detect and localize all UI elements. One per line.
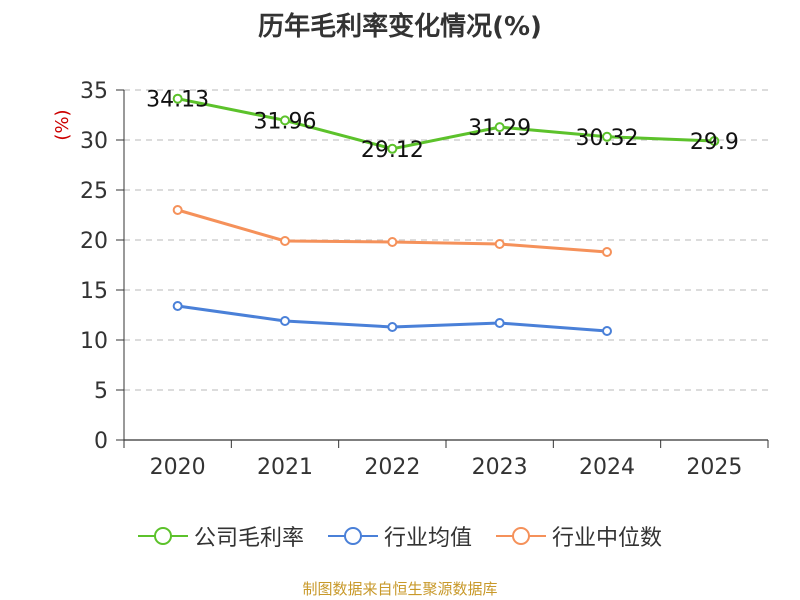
x-tick-label: 2022	[364, 455, 420, 480]
data-label-0-4: 30.32	[576, 126, 639, 151]
x-tick-label: 2021	[257, 455, 313, 480]
data-point-0-5	[709, 136, 720, 146]
legend-label-2: 行业中位数	[552, 526, 663, 551]
y-tick-label: 30	[80, 129, 108, 154]
x-tick-label: 2020	[150, 455, 206, 480]
data-label-0-0: 34.13	[146, 88, 209, 113]
source-note: 制图数据来自恒生聚源数据库	[302, 580, 498, 598]
grid-lines	[124, 89, 768, 391]
data-point-2-4	[602, 247, 612, 257]
y-tick-label: 5	[94, 379, 108, 404]
x-tick-label: 2025	[686, 455, 742, 480]
legend-label-1: 行业均值	[383, 526, 472, 551]
data-label-0-2: 29.12	[361, 138, 424, 163]
data-point-2-2	[387, 237, 398, 247]
data-point-1-3	[494, 318, 505, 328]
data-point-2-0	[172, 205, 183, 215]
data-point-0-1	[280, 115, 290, 126]
data-point-0-4	[602, 131, 612, 142]
data-point-0-0	[172, 93, 183, 104]
series-lines	[172, 93, 720, 336]
y-tick-label: 20	[80, 229, 108, 254]
data-label-0-5: 29.9	[690, 130, 739, 155]
data-point-1-1	[280, 316, 290, 326]
data-point-1-2	[387, 322, 398, 332]
legend-line-circle-icon	[137, 527, 188, 545]
x-tick-label: 2023	[472, 455, 528, 480]
legend-item-1[interactable]: 行业均值	[327, 520, 472, 552]
y-tick-label: 25	[80, 179, 108, 204]
chart-title: 历年毛利率变化情况(%)	[258, 12, 542, 42]
legend-line-circle-icon	[496, 527, 546, 545]
legend-line-circle-icon	[327, 527, 378, 545]
legend-item-0[interactable]: 公司毛利率	[137, 520, 304, 552]
x-tick-label: 2024	[579, 455, 635, 480]
data-label-0-3: 31.29	[468, 116, 531, 141]
data-labels: 34.13 31.96 29.12 31.29 30.32 29.9	[146, 88, 739, 163]
data-point-0-2	[387, 143, 398, 154]
legend: 公司毛利率 行业均值 行业中位数	[0, 520, 800, 552]
data-point-1-0	[172, 301, 183, 311]
y-tick-label: 10	[80, 329, 108, 354]
data-label-0-1: 31.96	[254, 109, 317, 134]
data-point-2-3	[494, 239, 505, 249]
y-axis-label: (%)	[52, 109, 73, 140]
y-tick-label: 35	[80, 79, 108, 104]
legend-item-2[interactable]: 行业中位数	[496, 520, 662, 552]
data-point-0-3	[494, 122, 505, 133]
legend-label-0: 公司毛利率	[193, 526, 304, 551]
y-tick-label: 15	[80, 279, 108, 304]
y-tick-label: 0	[94, 429, 108, 454]
series-line-0	[177, 97, 715, 151]
data-point-1-4	[602, 326, 612, 336]
data-point-2-1	[280, 236, 290, 246]
